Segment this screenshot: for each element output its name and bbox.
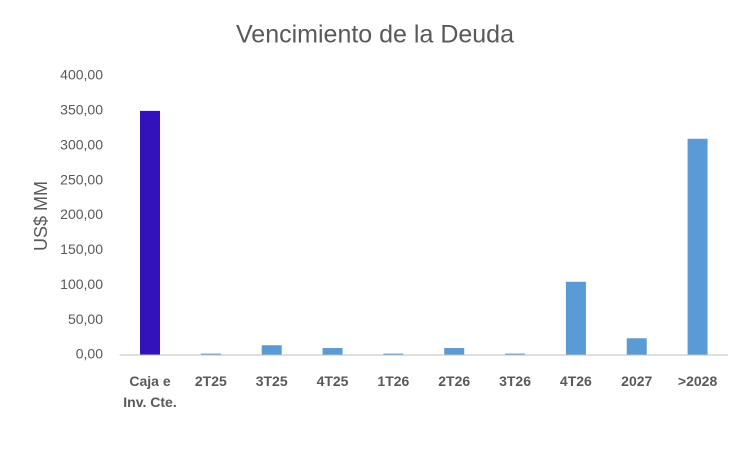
chart-title: Vencimiento de la Deuda [236,21,514,49]
bar [200,353,221,355]
x-tick-label: 2T26 [438,373,471,389]
x-tick-label: 3T25 [255,373,288,389]
bar [565,281,586,355]
bar [261,345,282,355]
y-tick-label: 200,00 [60,206,103,222]
bar [140,110,161,355]
y-tick-label: 100,00 [60,276,103,292]
x-tick-label: 1T26 [377,373,410,389]
x-tick-label: 3T26 [499,373,531,389]
bar [505,353,526,355]
x-tick-label: 4T26 [559,373,592,389]
x-tick-label: 2027 [621,373,653,389]
bar [626,338,647,355]
bar [687,138,708,355]
y-tick-label: 50,00 [68,311,103,327]
y-tick-label: 300,00 [60,136,103,152]
y-tick-label: 250,00 [60,171,103,187]
y-tick-label: 350,00 [60,102,103,118]
y-tick-label: 400,00 [60,67,103,83]
x-tick-label: 2T25 [194,373,227,389]
y-axis-label: US$ MM [31,181,51,251]
bar [444,348,465,355]
y-tick-label: 0,00 [76,346,103,362]
bar [383,353,404,355]
x-tick-label: 4T25 [316,373,349,389]
bar [322,348,343,355]
x-tick-label: Caja e Inv. Cte. [123,373,177,410]
x-tick-label: >2028 [677,373,718,389]
y-tick-label: 150,00 [60,241,103,257]
